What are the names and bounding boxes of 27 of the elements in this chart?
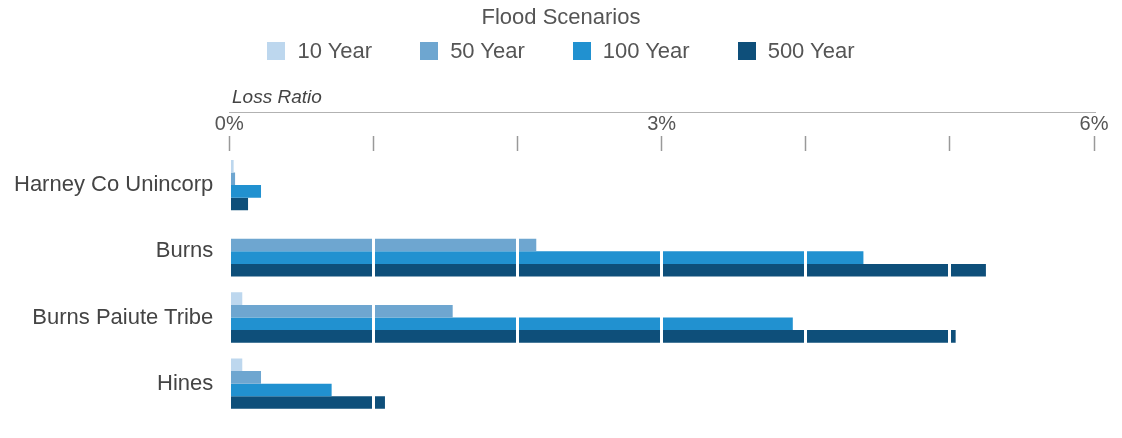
bar [230,263,986,277]
bar [230,292,243,305]
bar [230,317,793,331]
y-tick-label: Hines [157,369,214,395]
bar [230,304,453,318]
bar [230,330,956,343]
bar [230,238,537,252]
legend-title: Flood Scenarios [480,4,642,30]
x-axis-title: Loss Ratio [232,86,322,108]
legend-label: 100 Year [602,38,690,64]
x-tick-label: 6% [1079,111,1109,134]
bar [230,383,332,397]
legend-label: 10 Year [297,38,373,64]
bar [230,371,262,384]
bar [230,396,385,409]
bar [230,358,243,372]
y-tick-label: Harney Co Unincorp [14,171,214,197]
y-tick-label: Burns Paiute Tribe [32,303,214,329]
x-tick-label: 0% [214,111,244,134]
legend-label: 500 Year [767,38,855,64]
x-tick-label: 3% [647,111,677,134]
y-tick-label: Burns [155,237,214,263]
bar [230,251,864,264]
legend-label: 50 Year [450,38,525,64]
bar [230,159,234,173]
bar [230,185,262,198]
bar [230,197,249,211]
